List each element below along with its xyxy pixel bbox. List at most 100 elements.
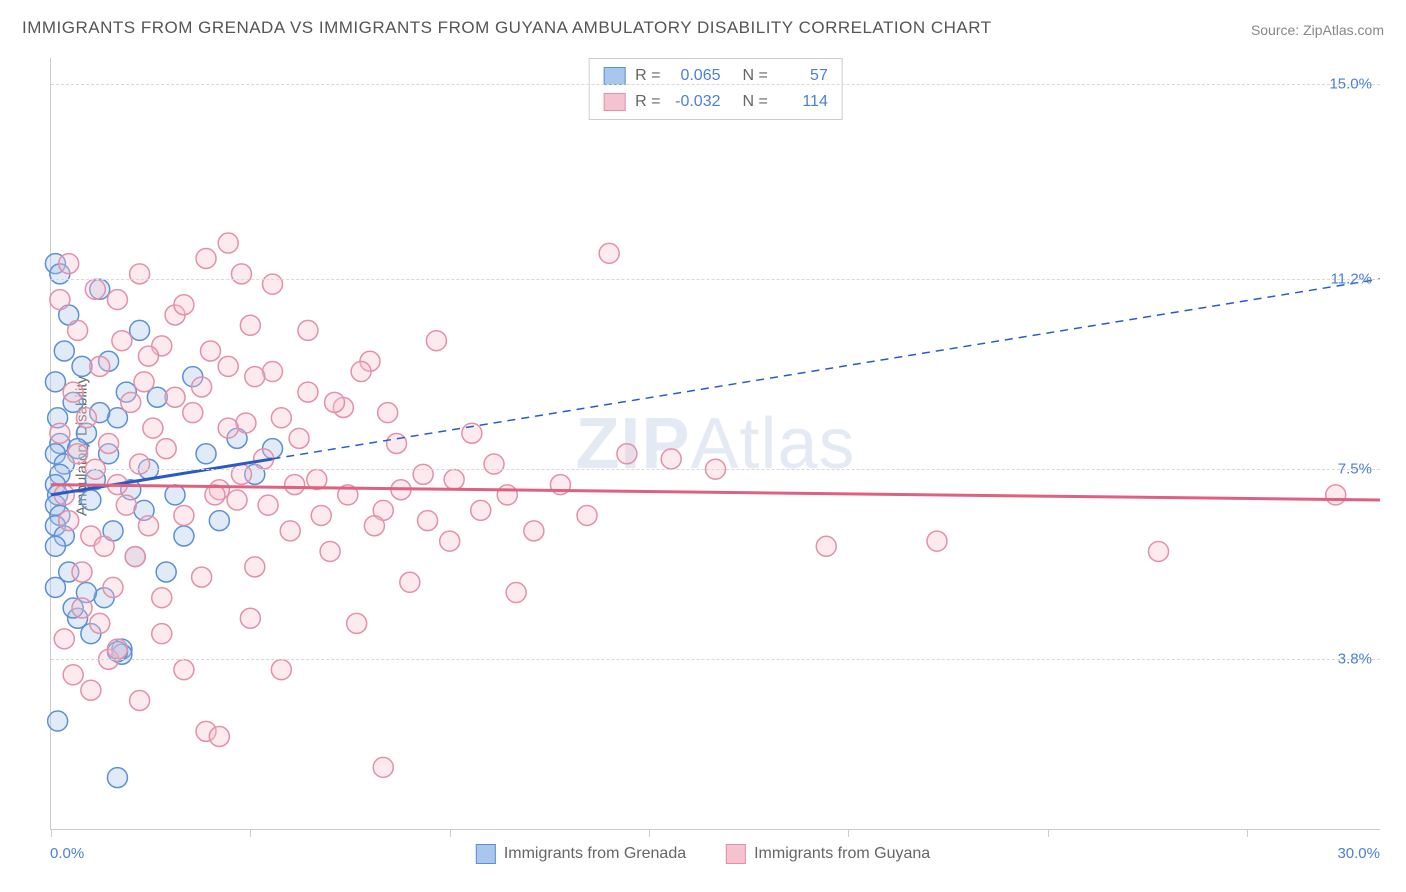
x-axis-max-label: 30.0%: [1337, 845, 1380, 862]
point-guyana: [373, 757, 393, 777]
legend-item-grenada: Immigrants from Grenada: [476, 844, 686, 864]
gridline: [51, 84, 1380, 85]
point-grenada: [107, 768, 127, 788]
point-guyana: [240, 608, 260, 628]
point-guyana: [125, 547, 145, 567]
point-guyana: [218, 356, 238, 376]
point-guyana: [72, 562, 92, 582]
trendline-grenada-dashed: [273, 279, 1381, 459]
point-guyana: [209, 726, 229, 746]
point-grenada: [81, 490, 101, 510]
r-label: R =: [635, 63, 660, 89]
x-tick: [649, 829, 650, 837]
point-guyana: [245, 367, 265, 387]
point-guyana: [263, 274, 283, 294]
r-value: -0.032: [671, 89, 721, 115]
point-guyana: [320, 541, 340, 561]
y-tick-label: 11.2%: [1331, 271, 1372, 288]
x-tick: [1048, 829, 1049, 837]
point-guyana: [497, 485, 517, 505]
legend-swatch-guyana: [726, 844, 746, 864]
point-guyana: [218, 233, 238, 253]
n-label: N =: [743, 63, 768, 89]
x-tick: [51, 829, 52, 837]
point-guyana: [351, 362, 371, 382]
stats-row-grenada: R = 0.065 N = 57: [603, 63, 828, 89]
point-guyana: [174, 295, 194, 315]
point-guyana: [484, 454, 504, 474]
point-guyana: [130, 454, 150, 474]
point-guyana: [258, 495, 278, 515]
point-guyana: [63, 382, 83, 402]
point-guyana: [143, 418, 163, 438]
point-guyana: [50, 423, 70, 443]
bottom-legend: Immigrants from Grenada Immigrants from G…: [476, 844, 930, 864]
point-guyana: [285, 475, 305, 495]
gridline: [51, 279, 1380, 280]
point-guyana: [231, 464, 251, 484]
swatch-guyana: [603, 93, 625, 111]
point-guyana: [192, 567, 212, 587]
point-guyana: [94, 536, 114, 556]
point-guyana: [59, 511, 79, 531]
x-tick: [450, 829, 451, 837]
point-guyana: [364, 516, 384, 536]
point-guyana: [130, 691, 150, 711]
point-guyana: [156, 439, 176, 459]
point-guyana: [440, 531, 460, 551]
swatch-grenada: [603, 67, 625, 85]
point-guyana: [196, 248, 216, 268]
point-grenada: [45, 577, 65, 597]
r-value: 0.065: [671, 63, 721, 89]
point-guyana: [816, 536, 836, 556]
point-guyana: [107, 639, 127, 659]
x-tick: [250, 829, 251, 837]
source-attribution: Source: ZipAtlas.com: [1251, 22, 1384, 38]
point-guyana: [50, 290, 70, 310]
point-guyana: [99, 434, 119, 454]
point-guyana: [418, 511, 438, 531]
legend-label: Immigrants from Guyana: [754, 845, 930, 863]
point-guyana: [138, 516, 158, 536]
n-value: 57: [778, 63, 828, 89]
point-guyana: [599, 243, 619, 263]
point-guyana: [426, 331, 446, 351]
point-guyana: [152, 624, 172, 644]
y-tick-label: 7.5%: [1338, 461, 1372, 478]
source-name: ZipAtlas.com: [1303, 22, 1384, 38]
point-guyana: [577, 505, 597, 525]
point-guyana: [311, 505, 331, 525]
gridline: [51, 469, 1380, 470]
point-guyana: [165, 387, 185, 407]
point-guyana: [1326, 485, 1346, 505]
point-guyana: [347, 613, 367, 633]
point-guyana: [617, 444, 637, 464]
point-guyana: [240, 315, 260, 335]
plot-area: ZIPAtlas R =0.065N =57R =-0.032N =114 3.…: [50, 58, 1380, 830]
point-guyana: [138, 346, 158, 366]
gridline: [51, 659, 1380, 660]
point-guyana: [90, 356, 110, 376]
point-guyana: [81, 680, 101, 700]
point-grenada: [156, 562, 176, 582]
point-guyana: [174, 505, 194, 525]
point-guyana: [76, 408, 96, 428]
point-guyana: [54, 629, 74, 649]
point-guyana: [263, 362, 283, 382]
point-grenada: [48, 711, 68, 731]
point-guyana: [245, 557, 265, 577]
point-guyana: [85, 279, 105, 299]
x-tick: [1247, 829, 1248, 837]
point-grenada: [165, 485, 185, 505]
point-guyana: [130, 264, 150, 284]
point-guyana: [325, 392, 345, 412]
chart-title: IMMIGRANTS FROM GRENADA VS IMMIGRANTS FR…: [22, 18, 992, 38]
point-guyana: [1149, 541, 1169, 561]
point-guyana: [661, 449, 681, 469]
point-guyana: [927, 531, 947, 551]
point-grenada: [209, 511, 229, 531]
point-guyana: [298, 382, 318, 402]
point-guyana: [218, 418, 238, 438]
legend-label: Immigrants from Grenada: [504, 845, 686, 863]
point-guyana: [72, 598, 92, 618]
